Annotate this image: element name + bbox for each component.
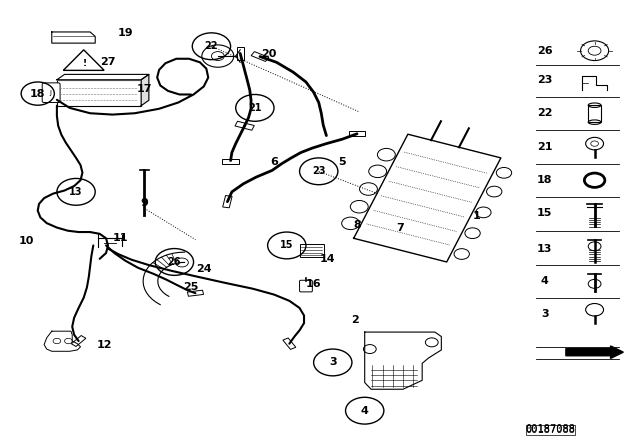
Text: 15: 15 [537,208,552,218]
Text: 5: 5 [339,157,346,168]
FancyBboxPatch shape [42,83,60,103]
Text: 2: 2 [351,315,359,325]
Text: 15: 15 [280,241,294,250]
Text: 24: 24 [196,264,212,274]
Polygon shape [57,74,149,80]
FancyBboxPatch shape [588,105,601,122]
Polygon shape [143,252,184,305]
Text: 7: 7 [396,224,404,233]
Polygon shape [566,346,623,358]
Text: 23: 23 [537,75,552,85]
Text: 13: 13 [69,187,83,197]
Text: 19: 19 [117,28,133,38]
Text: 22: 22 [537,108,552,118]
Text: 8: 8 [353,220,361,230]
Text: 4: 4 [541,276,548,286]
Text: 3: 3 [541,309,548,319]
Text: 14: 14 [320,254,335,264]
Text: 00187088: 00187088 [525,424,575,435]
Text: 9: 9 [140,198,148,207]
Text: 18: 18 [537,175,552,185]
Text: 17: 17 [136,84,152,94]
FancyBboxPatch shape [57,80,141,106]
Text: 16: 16 [306,279,321,289]
Text: 6: 6 [270,157,278,168]
Text: 3: 3 [329,358,337,367]
Text: 22: 22 [205,41,218,51]
Text: 1: 1 [472,211,481,221]
Text: 27: 27 [100,57,116,67]
Polygon shape [52,32,95,43]
Text: 00187088: 00187088 [525,425,575,435]
Text: 26: 26 [168,257,181,267]
Text: 10: 10 [19,236,34,246]
Text: 25: 25 [183,281,198,292]
Text: 21: 21 [537,142,552,152]
Text: 12: 12 [97,340,112,350]
Text: 18: 18 [30,89,45,99]
Text: 11: 11 [113,233,129,243]
Polygon shape [141,74,149,106]
Text: 26: 26 [537,46,552,56]
FancyBboxPatch shape [300,244,324,258]
Text: J: J [49,90,51,96]
Text: 13: 13 [537,244,552,254]
Text: 4: 4 [361,406,369,416]
Text: 23: 23 [312,166,326,177]
Text: !: ! [83,59,87,68]
FancyBboxPatch shape [300,280,312,292]
Text: 21: 21 [248,103,262,113]
FancyBboxPatch shape [525,425,575,435]
Text: 20: 20 [261,49,276,59]
